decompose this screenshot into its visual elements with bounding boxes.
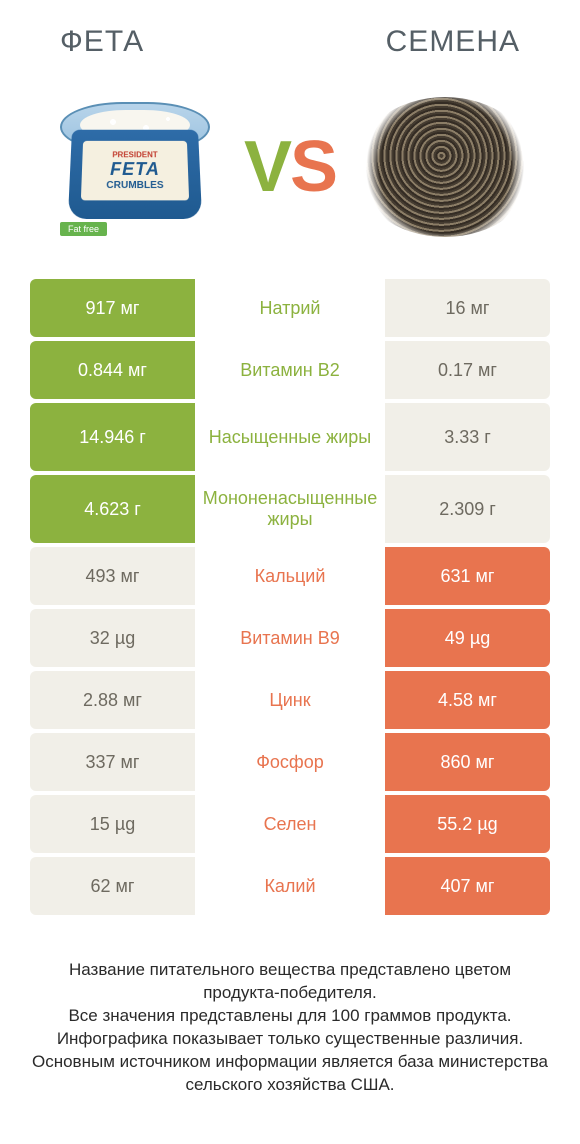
feta-brand: PRESIDENT	[112, 149, 157, 158]
right-value-cell: 860 мг	[385, 733, 550, 791]
left-value-cell: 2.88 мг	[30, 671, 195, 729]
footnote-line: Основным источником информации является …	[30, 1051, 550, 1097]
vs-v: V	[244, 127, 290, 207]
left-value-cell: 32 µg	[30, 609, 195, 667]
right-product-title: СЕМЕНА	[386, 25, 520, 59]
right-value-cell: 16 мг	[385, 279, 550, 337]
nutrient-label: Натрий	[195, 279, 385, 337]
right-value-cell: 49 µg	[385, 609, 550, 667]
nutrient-label: Мононенасыщенные жиры	[195, 475, 385, 543]
right-value-cell: 631 мг	[385, 547, 550, 605]
product-images-row: PRESIDENT FETA CRUMBLES Fat free VS	[0, 64, 580, 279]
footnote: Название питательного вещества представл…	[0, 919, 580, 1097]
right-value-cell: 4.58 мг	[385, 671, 550, 729]
header: ФЕТА СЕМЕНА	[0, 0, 580, 64]
left-value-cell: 14.946 г	[30, 403, 195, 471]
right-product-image	[350, 82, 540, 252]
chia-illustration	[355, 97, 535, 237]
right-value-cell: 0.17 мг	[385, 341, 550, 399]
feta-sub: CRUMBLES	[106, 179, 163, 190]
footnote-line: Инфографика показывает только существенн…	[30, 1028, 550, 1051]
table-row: 337 мгФосфор860 мг	[30, 733, 550, 791]
left-value-cell: 62 мг	[30, 857, 195, 915]
left-product-title: ФЕТА	[60, 25, 144, 59]
left-value-cell: 917 мг	[30, 279, 195, 337]
left-value-cell: 337 мг	[30, 733, 195, 791]
feta-tag: Fat free	[60, 222, 107, 236]
right-value-cell: 3.33 г	[385, 403, 550, 471]
nutrient-label: Цинк	[195, 671, 385, 729]
table-row: 62 мгКалий407 мг	[30, 857, 550, 915]
comparison-table: 917 мгНатрий16 мг0.844 мгВитамин B20.17 …	[0, 279, 580, 915]
table-row: 2.88 мгЦинк4.58 мг	[30, 671, 550, 729]
footnote-line: Все значения представлены для 100 граммо…	[30, 1005, 550, 1028]
footnote-line: Название питательного вещества представл…	[30, 959, 550, 1005]
nutrient-label: Селен	[195, 795, 385, 853]
nutrient-label: Калий	[195, 857, 385, 915]
nutrient-label: Кальций	[195, 547, 385, 605]
right-value-cell: 2.309 г	[385, 475, 550, 543]
table-row: 4.623 гМононенасыщенные жиры2.309 г	[30, 475, 550, 543]
feta-name: FETA	[110, 158, 160, 179]
vs-badge: VS	[244, 126, 336, 208]
nutrient-label: Насыщенные жиры	[195, 403, 385, 471]
vs-s: S	[290, 127, 336, 207]
nutrient-label: Витамин B2	[195, 341, 385, 399]
left-product-image: PRESIDENT FETA CRUMBLES Fat free	[40, 82, 230, 252]
table-row: 917 мгНатрий16 мг	[30, 279, 550, 337]
right-value-cell: 407 мг	[385, 857, 550, 915]
table-row: 14.946 гНасыщенные жиры3.33 г	[30, 403, 550, 471]
table-row: 32 µgВитамин B949 µg	[30, 609, 550, 667]
feta-illustration: PRESIDENT FETA CRUMBLES Fat free	[50, 92, 220, 242]
table-row: 493 мгКальций631 мг	[30, 547, 550, 605]
left-value-cell: 0.844 мг	[30, 341, 195, 399]
nutrient-label: Фосфор	[195, 733, 385, 791]
left-value-cell: 15 µg	[30, 795, 195, 853]
left-value-cell: 493 мг	[30, 547, 195, 605]
nutrient-label: Витамин B9	[195, 609, 385, 667]
right-value-cell: 55.2 µg	[385, 795, 550, 853]
table-row: 0.844 мгВитамин B20.17 мг	[30, 341, 550, 399]
table-row: 15 µgСелен55.2 µg	[30, 795, 550, 853]
left-value-cell: 4.623 г	[30, 475, 195, 543]
